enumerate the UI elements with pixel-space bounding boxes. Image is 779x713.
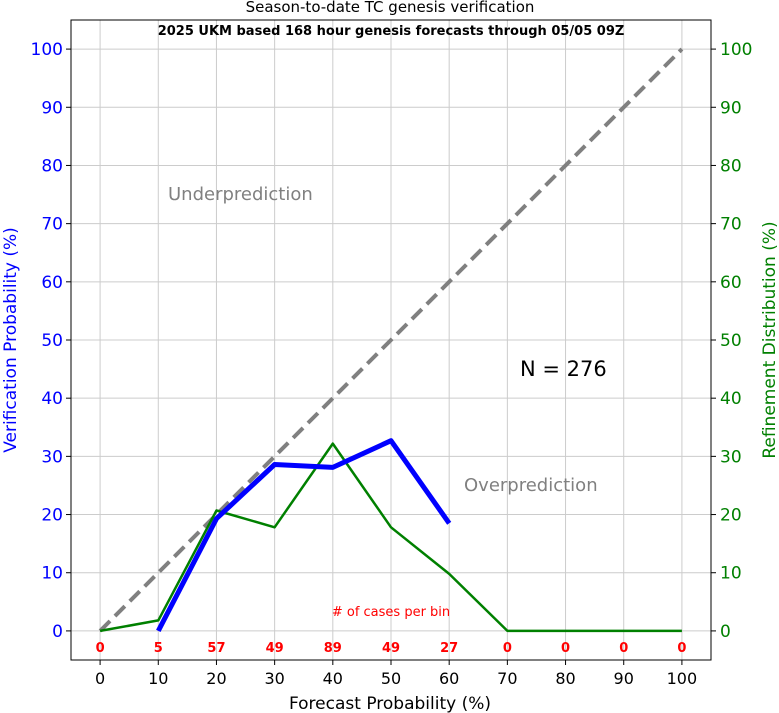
y-tick-label-left: 90 [41, 98, 63, 118]
bin-count-label: 5 [154, 641, 163, 656]
bin-count-label: 0 [677, 641, 686, 656]
bin-count-label: 0 [561, 641, 570, 656]
bin-counts: 0 5 57 49 89 49 27 0 0 0 0 [96, 641, 687, 656]
y-tick-label-right: 90 [720, 98, 742, 118]
y-axis-label-left: Verification Probability (%) [1, 227, 21, 453]
chart-title: Season-to-date TC genesis verification [246, 0, 535, 16]
underprediction-label: Underprediction [168, 184, 313, 205]
x-axis-label: Forecast Probability (%) [289, 694, 491, 713]
y-tick-label-left: 10 [41, 564, 63, 584]
bin-count-label: 0 [619, 641, 628, 656]
y-tick-label-right: 0 [720, 622, 731, 642]
cases-per-bin-label: # of cases per bin [332, 605, 450, 620]
y-tick-label-left: 40 [41, 389, 63, 409]
x-tick-label: 0 [95, 669, 105, 688]
x-tick-label: 80 [555, 669, 575, 688]
x-tick-label: 90 [614, 669, 634, 688]
x-tick-label: 50 [381, 669, 401, 688]
bin-count-label: 27 [440, 641, 458, 656]
y-tick-label-right: 20 [720, 506, 742, 526]
y-tick-label-left: 80 [41, 156, 63, 176]
perfect-line [98, 47, 684, 633]
x-tick-label: 30 [264, 669, 284, 688]
x-tick-label: 70 [497, 669, 517, 688]
series-layer [98, 47, 684, 633]
bin-count-label: 0 [503, 641, 512, 656]
bin-count-label: 0 [96, 641, 105, 656]
y-tick-label-right: 30 [720, 447, 742, 467]
y-tick-label-left: 60 [41, 273, 63, 293]
y-tick-label-left: 50 [41, 331, 63, 351]
y-tick-label-right: 70 [720, 215, 742, 235]
x-tick-label: 60 [439, 669, 459, 688]
grid [71, 20, 711, 660]
y-tick-label-right: 10 [720, 564, 742, 584]
x-tick-label: 20 [206, 669, 226, 688]
y-tick-label-left: 20 [41, 506, 63, 526]
bin-count-label: 49 [382, 641, 400, 656]
y-tick-label-left: 70 [41, 215, 63, 235]
y-tick-label-right: 100 [720, 40, 752, 60]
x-tick-label: 100 [667, 669, 698, 688]
y-tick-label-right: 40 [720, 389, 742, 409]
verification-line [156, 438, 452, 633]
y-tick-label-left: 0 [52, 622, 63, 642]
y-tick-label-left: 100 [31, 40, 63, 60]
y-tick-label-right: 80 [720, 156, 742, 176]
n-total-label: N = 276 [520, 357, 607, 381]
bin-count-label: 57 [207, 641, 225, 656]
y-tick-label-right: 50 [720, 331, 742, 351]
x-tick-label: 10 [148, 669, 168, 688]
x-tick-label: 40 [323, 669, 343, 688]
chart-subtitle: 2025 UKM based 168 hour genesis forecast… [158, 24, 625, 39]
bin-count-label: 89 [324, 641, 342, 656]
refinement-line [99, 442, 682, 633]
bin-count-label: 49 [266, 641, 284, 656]
y-tick-label-right: 60 [720, 273, 742, 293]
y-axis-label-right: Refinement Distribution (%) [760, 221, 779, 458]
y-tick-label-left: 30 [41, 447, 63, 467]
overprediction-label: Overprediction [464, 475, 598, 496]
